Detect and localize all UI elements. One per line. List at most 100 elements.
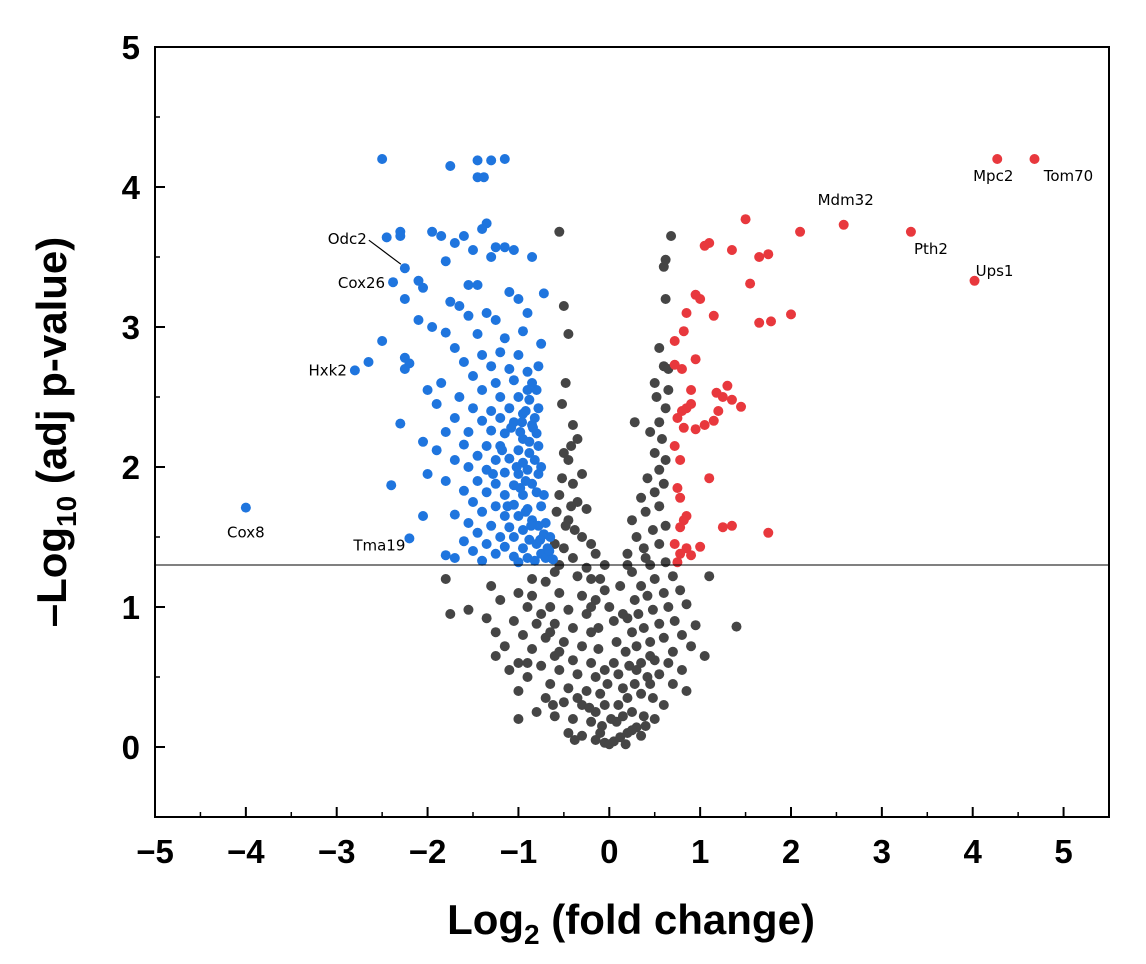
up-point <box>745 278 756 289</box>
ns-point <box>615 581 626 591</box>
down-point <box>418 282 429 293</box>
ns-point <box>549 711 560 722</box>
y-axis-ticks: 0 1 2 3 4 5 <box>122 29 165 818</box>
ns-point <box>581 686 592 696</box>
ns-point <box>522 602 533 612</box>
down-point <box>495 392 506 402</box>
ns-point <box>590 548 601 559</box>
down-point <box>440 427 451 437</box>
down-point <box>468 403 478 414</box>
labeled-point-hxk2 <box>349 365 360 376</box>
down-point <box>377 154 388 164</box>
ns-point <box>604 602 615 612</box>
up-point <box>763 249 774 260</box>
down-point <box>478 172 489 183</box>
up-point <box>686 550 697 561</box>
down-point <box>472 527 483 538</box>
ns-point <box>658 588 669 598</box>
down-point <box>490 315 501 325</box>
up-point <box>672 483 683 493</box>
ns-point <box>649 574 660 584</box>
ns-point <box>560 520 571 531</box>
x-tick-label: −4 <box>227 833 265 870</box>
down-point <box>440 256 451 267</box>
ns-point <box>586 627 597 638</box>
ns-point <box>577 469 588 479</box>
ns-point <box>606 714 617 724</box>
down-point <box>515 427 526 437</box>
y-tick-label: 2 <box>122 449 140 486</box>
gene-label-odc2: Odc2 <box>328 230 367 248</box>
down-point <box>418 511 429 521</box>
down-point <box>486 425 497 436</box>
ns-point <box>569 735 580 745</box>
ns-point <box>608 658 619 668</box>
ns-point <box>647 693 658 703</box>
down-point <box>445 161 456 171</box>
ns-point <box>615 732 626 743</box>
ns-point <box>495 595 506 605</box>
ns-point <box>572 571 583 582</box>
ns-point <box>490 627 501 638</box>
ns-point <box>531 707 542 717</box>
ns-point <box>566 441 577 451</box>
ns-point <box>563 604 574 615</box>
ns-point <box>640 553 651 563</box>
up-point <box>678 422 689 433</box>
down-point <box>463 280 474 290</box>
ns-point <box>649 714 660 724</box>
down-point <box>533 361 544 372</box>
ns-point <box>508 616 519 626</box>
ns-point <box>681 599 692 610</box>
ns-point <box>547 700 558 710</box>
down-point <box>495 532 506 542</box>
x-axis-ticks: −5 −4 −3 −2 −1 0 1 2 3 4 5 <box>136 807 1073 870</box>
ns-point <box>486 581 497 591</box>
down-point <box>422 385 433 395</box>
ns-point <box>649 448 660 458</box>
ns-point <box>513 588 524 598</box>
down-point <box>508 532 519 542</box>
ns-point <box>554 665 565 675</box>
down-point <box>508 245 519 255</box>
ns-point <box>599 585 610 596</box>
down-point <box>490 242 501 253</box>
ns-point <box>567 655 578 666</box>
down-point <box>481 441 492 451</box>
down-point <box>431 445 442 456</box>
ns-point <box>633 609 644 619</box>
ns-point <box>649 487 660 498</box>
ns-point <box>563 455 574 465</box>
down-point <box>535 534 546 545</box>
down-point <box>524 534 535 545</box>
down-point <box>547 554 558 565</box>
ns-point <box>558 697 569 708</box>
down-point <box>536 501 547 512</box>
x-tick-label: 3 <box>873 833 891 870</box>
x-tick-label: −1 <box>500 833 538 870</box>
down-point <box>545 532 556 542</box>
up-point <box>711 387 722 398</box>
ns-point <box>663 602 674 612</box>
labeled-point-pth2 <box>905 226 916 237</box>
down-point <box>517 525 528 535</box>
ns-point <box>540 693 551 703</box>
down-point <box>504 403 515 414</box>
down-point <box>524 448 535 458</box>
down-point <box>458 439 469 450</box>
down-point <box>395 231 406 241</box>
down-point <box>449 238 460 248</box>
ns-point <box>581 504 592 514</box>
ns-point <box>602 679 613 689</box>
ns-point <box>627 627 637 638</box>
down-point <box>499 541 510 552</box>
ns-point <box>563 329 574 339</box>
ns-point <box>599 665 610 675</box>
x-tick-label: −3 <box>318 833 356 870</box>
down-point <box>499 467 510 478</box>
down-point <box>477 385 488 395</box>
x-tick-label: 1 <box>691 833 709 870</box>
ns-point <box>490 651 501 661</box>
down-point <box>458 357 469 367</box>
